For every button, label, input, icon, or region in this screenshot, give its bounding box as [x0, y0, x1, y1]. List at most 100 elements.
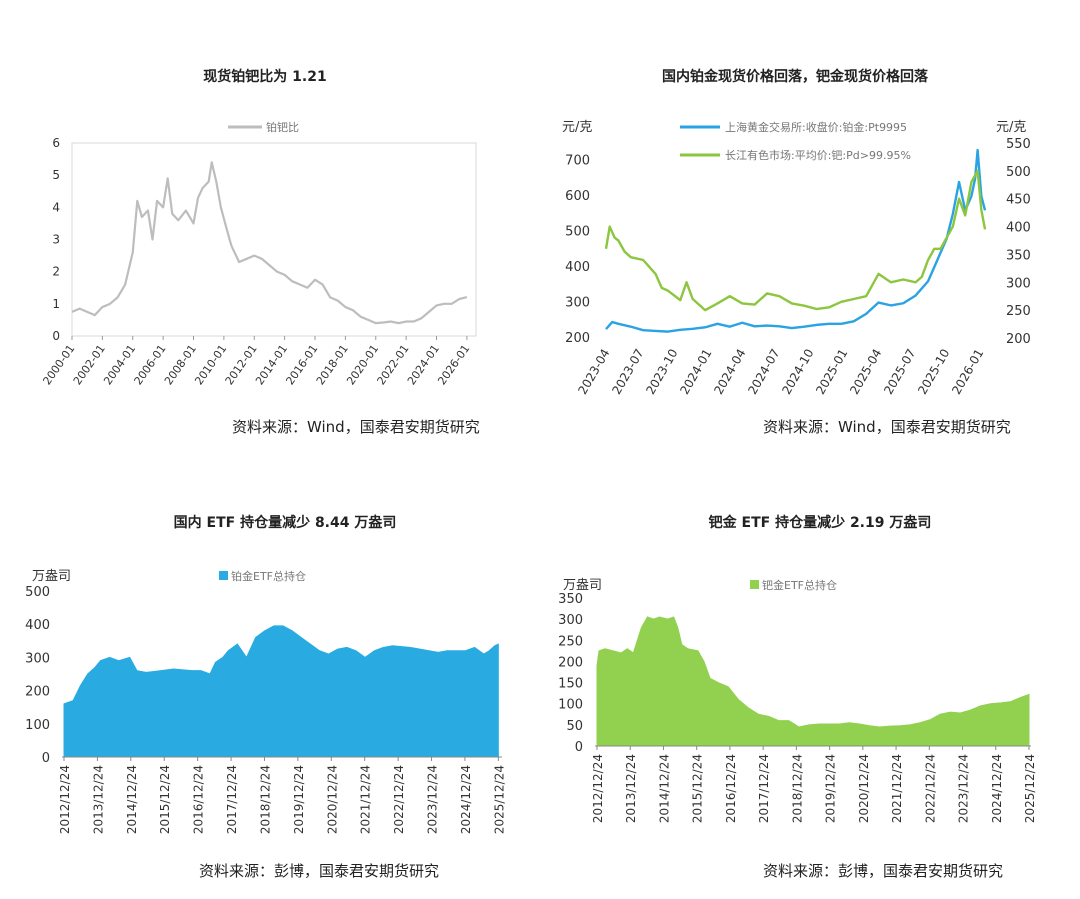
- y-tick-label: 2: [52, 265, 60, 279]
- legend-swatch: [219, 571, 228, 580]
- x-tick-label: 2020/12/24: [857, 754, 871, 823]
- y-tick-label-right: 350: [1006, 248, 1031, 263]
- series-line-palladium: [604, 169, 987, 312]
- x-tick-label: 2025/12/24: [1023, 754, 1037, 823]
- y-tick-label-right: 400: [1006, 221, 1031, 236]
- y-tick-label: 100: [558, 698, 583, 713]
- x-tick-label: 2024-10: [779, 347, 816, 397]
- x-tick-label: 2014/12/24: [657, 754, 671, 823]
- y-tick-label: 200: [558, 655, 583, 670]
- source-note: 资料来源：Wind，国泰君安期货研究: [232, 418, 480, 436]
- chart-pd-etf: 万盎司 0 50 100 150 200 250 300 350 2012/12/24 2013/1…: [558, 578, 1037, 823]
- x-tick-label: 2025-01: [813, 347, 850, 397]
- y-tick-label: 500: [25, 585, 50, 600]
- chart-ratio: 01234562000-012002-012004-012006-012008-…: [40, 120, 477, 387]
- y-tick-label: 300: [558, 613, 583, 628]
- x-tick-label: 2019/12/24: [824, 754, 838, 823]
- chart-title: 国内铂金现货价格回落，钯金现货价格回落: [662, 69, 928, 85]
- y-tick-label: 5: [52, 168, 60, 182]
- y-tick-label-right: 200: [1006, 332, 1031, 347]
- chart-pt-etf: 万盎司 0 100 200 300 400 500 2012/12/24 2013/12/24 2…: [25, 569, 506, 834]
- chart-prices: 元/克 元/克 200 300 400 500 600 700 200 250 300 350 400 4…: [562, 120, 1031, 397]
- x-tick-label: 2012/12/24: [591, 754, 605, 823]
- chart-title: 国内 ETF 持仓量减少 8.44 万盎司: [173, 515, 397, 531]
- chart-title: 现货铂钯比为 1.21: [203, 69, 327, 85]
- x-tick-label: 2020/12/24: [325, 765, 339, 834]
- y-tick-label-right: 250: [1006, 304, 1031, 319]
- x-tick-label: 2015/12/24: [158, 765, 172, 834]
- x-tick-label: 2023/12/24: [957, 754, 971, 823]
- source-note: 资料来源：彭博，国泰君安期货研究: [763, 862, 1004, 880]
- y-tick-label: 50: [566, 719, 583, 734]
- y-tick-label: 250: [558, 634, 583, 649]
- x-tick-label: 2022/12/24: [923, 754, 937, 823]
- legend-label: 铂金ETF总持仓: [231, 569, 306, 583]
- x-tick-label: 2015/12/24: [691, 754, 705, 823]
- x-tick-label: 2017/12/24: [757, 754, 771, 823]
- y-tick-label-left: 600: [565, 189, 590, 204]
- x-tick-label: 2016/12/24: [192, 765, 206, 834]
- x-tick-label: 2025-07: [881, 347, 918, 397]
- y-tick-label-left: 700: [565, 154, 590, 169]
- x-tick-label: 2021/12/24: [359, 765, 373, 834]
- x-tick-label: 2024-07: [745, 347, 782, 397]
- chart-title: 钯金 ETF 持仓量减少 2.19 万盎司: [708, 515, 932, 531]
- x-tick-label: 2025/12/24: [492, 765, 506, 834]
- legend-label: 铂钯比: [266, 120, 299, 134]
- x-tick-label: 2018/12/24: [258, 765, 272, 834]
- y-axis-label: 万盎司: [32, 569, 71, 584]
- y-tick-label: 200: [25, 685, 50, 700]
- series-area: [596, 616, 1030, 747]
- legend-label: 上海黄金交易所:收盘价:铂金:Pt9995: [725, 120, 907, 134]
- y-tick-label: 0: [575, 740, 583, 755]
- source-note: 资料来源：Wind，国泰君安期货研究: [763, 418, 1011, 436]
- x-tick-label: 2022/12/24: [392, 765, 406, 834]
- series-line-ratio: [71, 161, 468, 325]
- y-tick-label: 6: [52, 136, 60, 150]
- source-note: 资料来源：彭博，国泰君安期货研究: [199, 862, 440, 880]
- y-tick-label: 150: [558, 677, 583, 692]
- legend-label: 钯金ETF总持仓: [762, 578, 837, 592]
- y-axis-label-left: 元/克: [562, 120, 592, 135]
- x-tick-label: 2014/12/24: [125, 765, 139, 834]
- x-tick-label: 2019/12/24: [292, 765, 306, 834]
- x-tick-label: 2024/12/24: [990, 754, 1004, 823]
- series-area: [63, 625, 499, 758]
- x-tick-label: 2023-07: [609, 347, 646, 397]
- x-tick-label: 2018/12/24: [790, 754, 804, 823]
- chart-panel-prices: 国内铂金现货价格回落，钯金现货价格回落 元/克 元/克 200 300 400 500 60…: [540, 0, 1080, 450]
- x-tick-label: 2017/12/24: [225, 765, 239, 834]
- legend-swatch: [750, 580, 759, 589]
- x-tick-label: 2024-01: [677, 347, 714, 397]
- x-tick-label: 2024/12/24: [459, 765, 473, 834]
- legend-label: 长江有色市场:平均价:钯:Pd>99.95%: [725, 148, 911, 162]
- x-tick-label: 2016/12/24: [724, 754, 738, 823]
- x-tick-label: 2025-10: [915, 347, 952, 397]
- y-tick-label-left: 400: [565, 260, 590, 275]
- y-tick-label-right: 550: [1006, 137, 1031, 152]
- y-tick-label: 0: [42, 751, 50, 766]
- y-tick-label-right: 300: [1006, 276, 1031, 291]
- y-tick-label-left: 200: [565, 331, 590, 346]
- x-tick-label: 2023-10: [643, 347, 680, 397]
- chart-panel-pd-etf: 钯金 ETF 持仓量减少 2.19 万盎司 万盎司 0 50 100 150 200 250…: [540, 450, 1080, 899]
- y-tick-label: 0: [52, 329, 60, 343]
- y-tick-label: 400: [25, 618, 50, 633]
- x-tick-label: 2013/12/24: [624, 754, 638, 823]
- x-tick-label: 2026-01: [949, 347, 986, 397]
- series-line-platinum: [605, 148, 987, 333]
- y-tick-label: 3: [52, 233, 60, 247]
- y-tick-label: 300: [25, 651, 50, 666]
- y-axis-label-right: 元/克: [996, 120, 1026, 135]
- y-tick-label-right: 450: [1006, 193, 1031, 208]
- x-tick-label: 2023-04: [575, 347, 612, 397]
- y-tick-label-right: 500: [1006, 165, 1031, 180]
- x-tick-label: 2024-04: [711, 347, 748, 397]
- chart-panel-pt-etf: 国内 ETF 持仓量减少 8.44 万盎司 万盎司 0 100 200 300 400 50…: [0, 450, 540, 899]
- x-tick-label: 2023/12/24: [426, 765, 440, 834]
- y-tick-label: 4: [52, 200, 60, 214]
- y-tick-label: 350: [558, 592, 583, 607]
- chart-panel-ratio: 现货铂钯比为 1.21 0 1 2 3 4 5 6 2000-01 2002-01 2004-01…: [0, 0, 540, 450]
- plot-frame: [71, 142, 477, 337]
- x-tick-label: 2025-04: [847, 347, 884, 397]
